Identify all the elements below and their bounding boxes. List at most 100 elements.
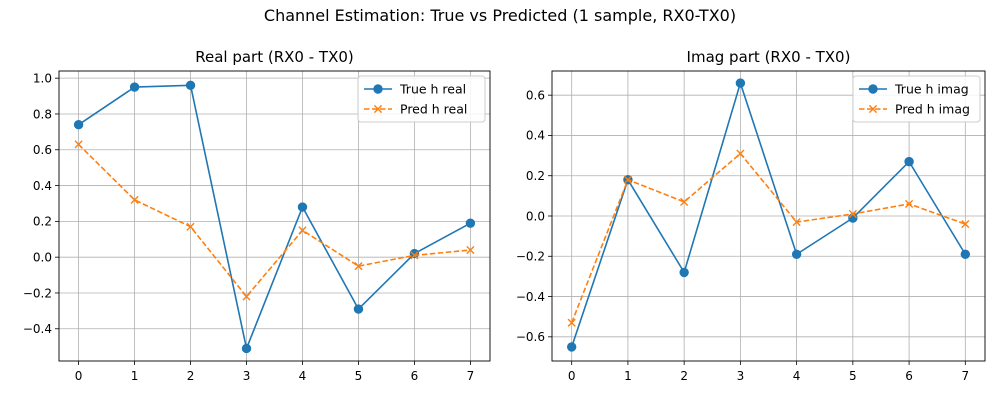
data-point-true: [465, 218, 476, 228]
y-tick-label: 0.4: [526, 129, 545, 143]
y-tick-label: −0.4: [23, 322, 52, 336]
data-point-true: [904, 156, 914, 167]
axes-frame: [58, 70, 491, 362]
legend-label: Pred h real: [400, 102, 467, 117]
data-point-true: [129, 82, 140, 92]
y-tick-label: 0.2: [33, 215, 52, 229]
x-tick-label: 4: [793, 369, 801, 383]
legend-swatch-marker: [868, 104, 878, 114]
data-point-pred-stroke-b: [354, 262, 363, 271]
y-tick-label: −0.2: [23, 286, 52, 300]
data-point-pred: [74, 140, 83, 149]
legend: True h imag Pred h imag: [852, 75, 981, 123]
data-point-true: [735, 78, 746, 88]
x-tick-label: 7: [961, 369, 969, 383]
y-tick-label: 0.2: [526, 169, 545, 183]
data-point-pred: [410, 251, 419, 260]
data-point-pred-stroke-b: [130, 195, 139, 204]
legend-box: [852, 75, 981, 123]
y-tick-label: 0.0: [526, 209, 545, 223]
legend-box: [357, 75, 486, 123]
legend-label: True h imag: [894, 82, 969, 97]
series-line-true: [570, 82, 967, 348]
x-tick-label: 0: [75, 369, 83, 383]
x-tick-label: 5: [355, 369, 363, 383]
data-point-pred-stroke-b: [623, 175, 633, 184]
data-point-pred: [298, 226, 307, 235]
x-tick-label: 1: [131, 369, 139, 383]
data-point-pred-stroke-b: [242, 292, 251, 301]
data-point-pred: [567, 318, 576, 327]
x-tick-label: 4: [299, 369, 307, 383]
data-point-pred: [680, 197, 689, 206]
x-tick-label: 7: [467, 369, 475, 383]
x-tick-label: 1: [624, 369, 632, 383]
data-point-pred-stroke-b: [74, 140, 83, 149]
axes-title: Imag part (RX0 - TX0): [687, 48, 851, 66]
data-point-pred-stroke-b: [961, 219, 970, 229]
figure-title: Channel Estimation: True vs Predicted (1…: [263, 6, 737, 25]
data-point-pred-stroke-b: [848, 209, 857, 219]
data-point-pred: [242, 292, 251, 301]
y-tick-label: 0.0: [33, 250, 52, 264]
x-tick-label: 6: [411, 369, 419, 383]
data-point-pred: [466, 245, 475, 255]
series-line-true: [78, 84, 471, 350]
data-point-pred-stroke-b: [186, 222, 195, 231]
x-tick-label: 2: [187, 369, 195, 383]
data-point-pred: [623, 175, 633, 184]
x-tick-label: 0: [568, 369, 576, 383]
data-point-true: [241, 343, 252, 354]
chart-panel-1: 0 1 2 3 4 5 6 7 −0.6 −0.4 −0.2 0.0 0.2 0.4 0.6 Imag par…: [516, 48, 986, 383]
data-point-pred-stroke-b: [567, 318, 576, 327]
legend-swatch-marker-stroke-b: [868, 104, 878, 114]
data-point-pred-stroke-b: [410, 251, 419, 260]
chart-panel-0: 0 1 2 3 4 5 6 7 −0.4 −0.2 0.0 0.2 0.4 0.6 0.8 1.0 Real p…: [23, 48, 491, 383]
data-point-pred: [961, 219, 970, 229]
data-point-true: [297, 202, 308, 212]
legend-swatch-marker-stroke-b: [373, 104, 383, 114]
x-tick-label: 2: [680, 369, 688, 383]
data-point-true: [353, 304, 364, 314]
data-point-pred: [354, 262, 363, 271]
data-point-true: [566, 342, 577, 352]
data-point-pred-stroke-b: [466, 245, 475, 255]
legend-label: True h real: [399, 82, 466, 97]
axes-title: Real part (RX0 - TX0): [195, 48, 354, 66]
x-tick-label: 3: [737, 369, 745, 383]
data-point-pred: [130, 195, 139, 204]
data-point-true: [960, 249, 971, 259]
legend-swatch-marker: [373, 84, 383, 94]
x-tick-label: 3: [243, 369, 251, 383]
data-point-true: [791, 249, 802, 259]
data-point-pred: [904, 199, 914, 209]
y-tick-label: −0.6: [516, 330, 545, 344]
data-point-pred-stroke-b: [298, 226, 307, 235]
data-point-true: [73, 120, 84, 130]
y-tick-label: 1.0: [33, 71, 52, 85]
y-tick-label: −0.2: [516, 250, 545, 264]
data-point-pred-stroke-b: [792, 217, 801, 227]
series-line-pred: [78, 143, 471, 298]
y-tick-label: 0.4: [33, 179, 52, 193]
data-point-true: [185, 80, 196, 91]
legend-swatch-marker: [373, 104, 383, 114]
x-tick-label: 6: [905, 369, 913, 383]
data-point-pred: [186, 222, 195, 231]
data-point-pred: [792, 217, 801, 227]
legend-label: Pred h imag: [895, 102, 970, 117]
legend-swatch-marker: [868, 84, 878, 94]
data-point-pred: [848, 209, 857, 219]
y-tick-label: 0.6: [33, 143, 52, 157]
data-point-pred-stroke-b: [736, 149, 745, 158]
x-tick-label: 5: [849, 369, 857, 383]
data-point-pred-stroke-b: [680, 197, 689, 206]
data-point-pred: [736, 149, 745, 158]
data-point-true: [679, 267, 689, 278]
data-point-pred-stroke-b: [904, 199, 914, 209]
legend: True h real Pred h real: [357, 75, 486, 123]
y-tick-label: 0.8: [33, 107, 52, 121]
series-line-pred: [570, 152, 966, 324]
